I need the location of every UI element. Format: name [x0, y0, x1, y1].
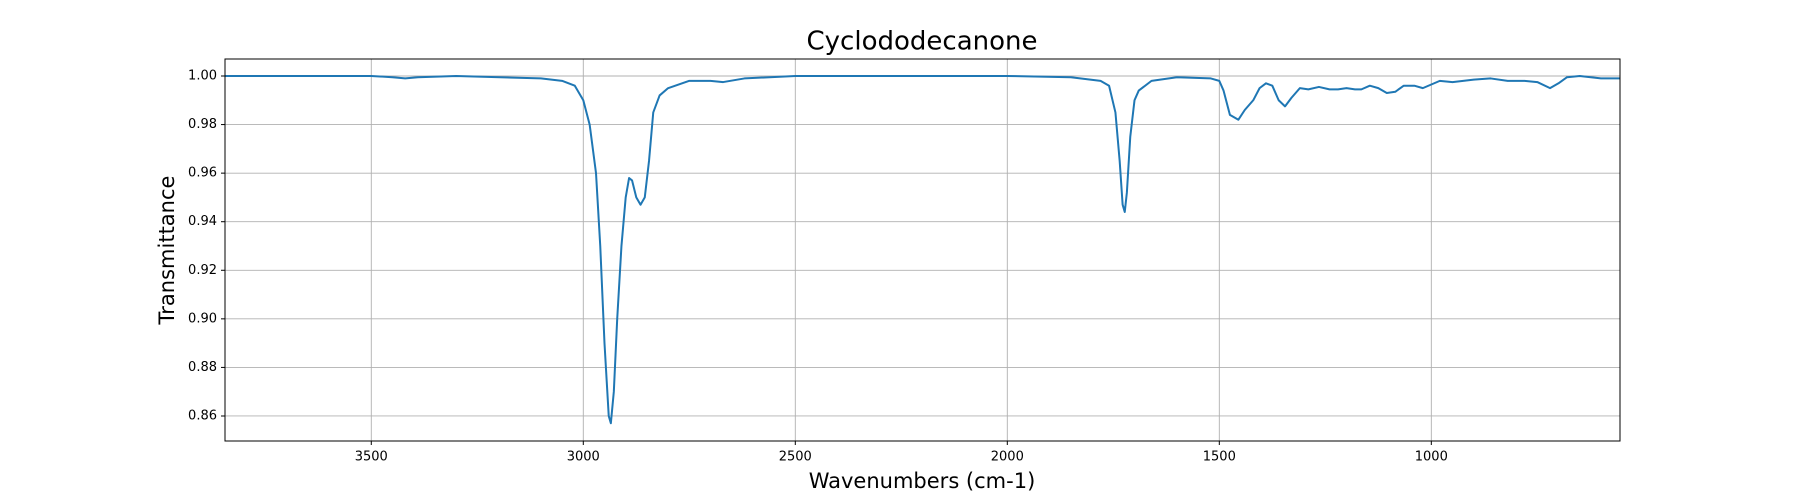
y-tick-label: 0.92 — [188, 263, 217, 278]
y-axis-label: Transmittance — [155, 176, 179, 326]
y-tick-label: 0.94 — [188, 214, 217, 229]
chart-title: Cyclododecanone — [807, 27, 1038, 57]
y-tick-label: 0.86 — [188, 408, 217, 423]
x-tick-label: 1500 — [1203, 450, 1236, 465]
x-tick-label: 3500 — [355, 450, 388, 465]
x-tick-label: 3000 — [567, 450, 600, 465]
x-tick-label: 2000 — [991, 450, 1024, 465]
y-tick-label: 0.96 — [188, 166, 217, 181]
y-tick-label: 0.88 — [188, 360, 217, 375]
plot-frame — [224, 58, 1621, 442]
y-tick-label: 0.90 — [188, 311, 217, 326]
x-tick-label: 2500 — [779, 450, 812, 465]
y-tick-label: 0.98 — [188, 117, 217, 132]
x-axis-label: Wavenumbers (cm-1) — [809, 469, 1036, 493]
x-tick-label: 1000 — [1415, 450, 1448, 465]
y-tick-label: 1.00 — [188, 68, 217, 83]
spectrum-line — [225, 75, 1620, 425]
